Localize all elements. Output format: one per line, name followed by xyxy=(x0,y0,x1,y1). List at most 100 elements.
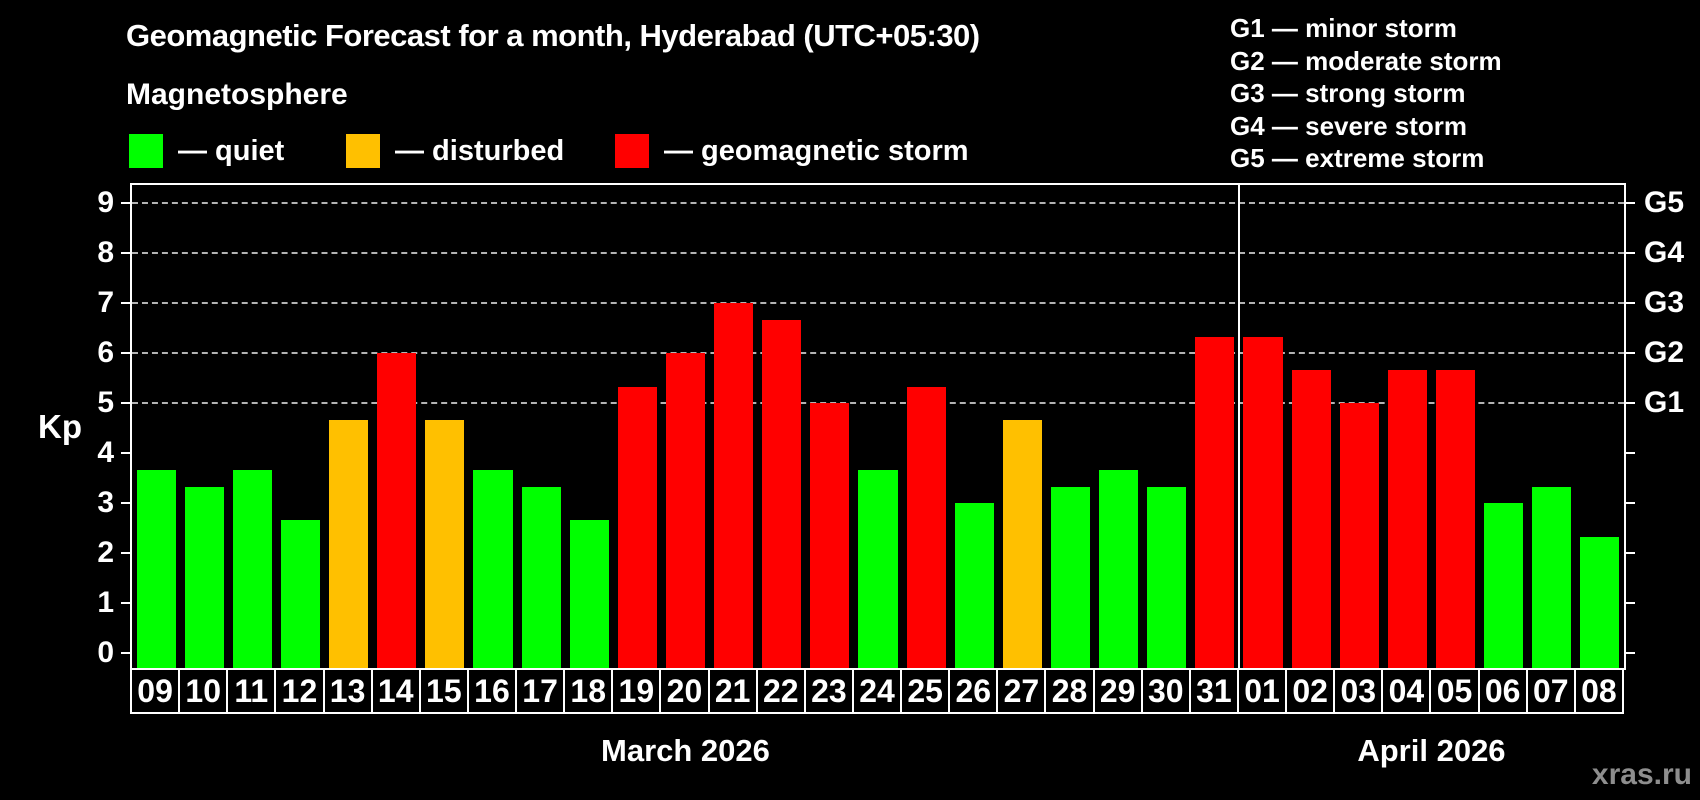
month-label-april: April 2026 xyxy=(1357,733,1506,768)
y-tick-left-9 xyxy=(121,202,130,204)
day-label-28: 28 xyxy=(1044,668,1095,714)
y-tick-label-4: 4 xyxy=(97,436,114,469)
day-label-30: 30 xyxy=(1140,668,1191,714)
kp-bar-17 xyxy=(521,486,561,668)
g-legend-line-g2: G2 — moderate storm xyxy=(1230,45,1502,76)
day-label-22: 22 xyxy=(755,668,806,714)
day-label-10: 10 xyxy=(178,668,229,714)
legend-swatch-disturbed xyxy=(346,134,380,168)
g-legend-line-g5: G5 — extreme storm xyxy=(1230,143,1485,173)
kp-bar-30 xyxy=(1147,486,1187,668)
y-tick-label-1: 1 xyxy=(97,586,114,619)
gridline-kp8 xyxy=(132,252,1624,254)
g-scale-legend: G1 — minor storm G2 — moderate storm G3 — … xyxy=(1230,12,1502,175)
legend-item-disturbed: — disturbed xyxy=(346,134,564,168)
g-axis-label-g5: G5 xyxy=(1644,186,1685,219)
y-tick-left-7 xyxy=(121,302,130,304)
g-axis-label-g1: G1 xyxy=(1644,386,1685,419)
kp-bar-05 xyxy=(1435,369,1476,668)
day-label-26: 26 xyxy=(948,668,999,714)
day-label-04: 04 xyxy=(1381,668,1432,714)
day-label-09: 09 xyxy=(130,668,181,714)
y-tick-right-3 xyxy=(1626,502,1635,504)
y-tick-left-3 xyxy=(121,502,130,504)
day-label-07: 07 xyxy=(1525,668,1576,714)
day-label-06: 06 xyxy=(1477,668,1528,714)
y-tick-right-7 xyxy=(1626,302,1635,304)
y-tick-right-9 xyxy=(1626,202,1635,204)
day-label-01: 01 xyxy=(1236,668,1288,714)
y-tick-label-6: 6 xyxy=(97,336,114,369)
kp-bar-23 xyxy=(810,403,850,668)
kp-bar-27 xyxy=(1002,419,1042,668)
day-label-31: 31 xyxy=(1188,668,1239,714)
day-label-17: 17 xyxy=(515,668,566,714)
day-label-19: 19 xyxy=(611,668,662,714)
y-tick-label-2: 2 xyxy=(97,536,114,569)
day-label-25: 25 xyxy=(900,668,951,714)
y-tick-right-5 xyxy=(1626,402,1635,404)
day-label-20: 20 xyxy=(659,668,710,714)
kp-bar-07 xyxy=(1532,486,1572,668)
y-tick-right-4 xyxy=(1626,452,1635,454)
day-label-15: 15 xyxy=(418,668,469,714)
y-tick-label-0: 0 xyxy=(97,636,114,669)
kp-bar-16 xyxy=(473,469,513,668)
y-tick-left-1 xyxy=(121,602,130,604)
y-tick-left-6 xyxy=(121,352,130,354)
kp-bar-28 xyxy=(1050,486,1091,668)
gridline-kp9 xyxy=(132,202,1624,204)
g-legend-line-g4: G4 — severe storm xyxy=(1230,110,1468,141)
day-label-03: 03 xyxy=(1333,668,1384,714)
legend-label-storm: — geomagnetic storm xyxy=(664,135,969,167)
watermark: xras.ru xyxy=(1591,758,1692,791)
day-label-13: 13 xyxy=(322,668,373,714)
kp-bar-01 xyxy=(1243,336,1283,668)
y-tick-right-8 xyxy=(1626,252,1635,254)
kp-bar-25 xyxy=(906,386,946,668)
kp-bar-12 xyxy=(280,519,320,668)
day-label-12: 12 xyxy=(274,668,325,714)
kp-bar-14 xyxy=(377,353,417,668)
g-axis-label-g2: G2 xyxy=(1644,336,1685,369)
g-axis-label-g4: G4 xyxy=(1644,236,1685,269)
kp-bar-06 xyxy=(1484,503,1524,668)
g-legend-line-g1: G1 — minor storm xyxy=(1230,13,1457,43)
legend-label-disturbed: — disturbed xyxy=(395,135,565,167)
y-tick-right-0 xyxy=(1626,652,1635,654)
g-legend-line-g3: G3 — strong storm xyxy=(1230,78,1466,108)
day-label-23: 23 xyxy=(803,668,854,714)
plot-area: 0 1 2 3 4 5 6 7 8 9 G1 G2 G3 G4 G5 xyxy=(97,183,1684,670)
y-tick-label-9: 9 xyxy=(97,186,114,219)
day-label-11: 11 xyxy=(226,668,277,714)
day-label-24: 24 xyxy=(851,668,903,714)
y-tick-label-8: 8 xyxy=(97,236,114,269)
y-tick-right-6 xyxy=(1626,352,1635,354)
kp-bar-09 xyxy=(136,469,176,668)
y-tick-label-3: 3 xyxy=(97,486,114,519)
day-label-29: 29 xyxy=(1092,668,1143,714)
day-label-02: 02 xyxy=(1285,668,1336,714)
day-label-18: 18 xyxy=(563,668,614,714)
kp-bar-29 xyxy=(1099,469,1139,668)
g-axis-label-g3: G3 xyxy=(1644,286,1685,319)
kp-bar-03 xyxy=(1339,403,1379,668)
kp-bar-21 xyxy=(714,303,754,668)
kp-bar-18 xyxy=(569,519,609,668)
y-tick-left-0 xyxy=(121,652,130,654)
kp-bar-13 xyxy=(329,419,369,668)
legend-label-quiet: — quiet xyxy=(178,135,285,167)
y-tick-right-2 xyxy=(1626,552,1635,554)
y-tick-left-2 xyxy=(121,552,130,554)
gridline-kp6 xyxy=(132,352,1624,354)
kp-bar-22 xyxy=(762,319,802,668)
day-label-05: 05 xyxy=(1429,668,1480,714)
y-tick-label-7: 7 xyxy=(97,286,114,319)
kp-bar-08 xyxy=(1580,536,1620,668)
y-tick-left-5 xyxy=(121,402,130,404)
kp-bar-20 xyxy=(665,353,706,668)
day-label-27: 27 xyxy=(996,668,1047,714)
kp-bar-24 xyxy=(858,469,898,668)
day-label-16: 16 xyxy=(466,668,518,714)
legend-item-quiet: — quiet xyxy=(129,134,284,168)
